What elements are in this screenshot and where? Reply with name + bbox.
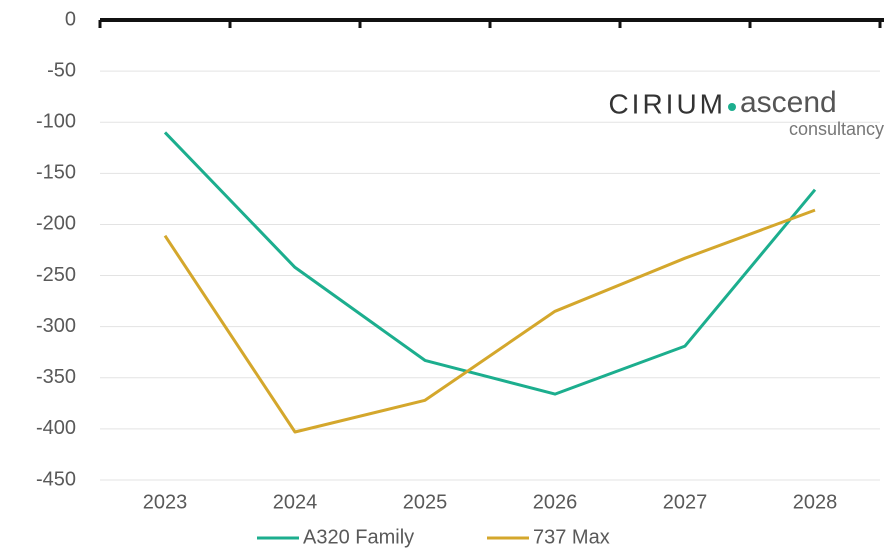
x-tick-label: 2025 [403,491,448,513]
x-tick-label: 2027 [663,491,708,513]
y-tick-label: -50 [47,59,76,81]
x-tick-label: 2026 [533,491,578,513]
y-tick-label: -300 [36,315,76,337]
y-tick-label: -100 [36,111,76,133]
y-tick-label: 0 [65,8,76,30]
legend-label: A320 Family [303,526,414,548]
y-tick-label: -250 [36,264,76,286]
legend-label: 737 Max [533,526,610,548]
logo-product: ascend [740,86,837,119]
logo-dot [728,103,736,111]
y-tick-label: -450 [36,468,76,490]
logo: CIRIUM ascend consultancy [608,86,884,139]
y-tick-label: -400 [36,417,76,439]
y-tick-label: -150 [36,162,76,184]
x-tick-label: 2023 [143,491,188,513]
plot: 0 -50 -100 -150 -200 -250 -300 -350 -400 -450 2023… [36,8,884,548]
x-tick-label: 2024 [273,491,318,513]
logo-tagline: consultancy [789,119,884,139]
y-tick-label: -350 [36,366,76,388]
y-tick-label: -200 [36,213,76,235]
logo-brand: CIRIUM [608,88,726,119]
series-line [163,208,816,434]
x-tick-label: 2028 [793,491,838,513]
series-line [163,131,817,396]
